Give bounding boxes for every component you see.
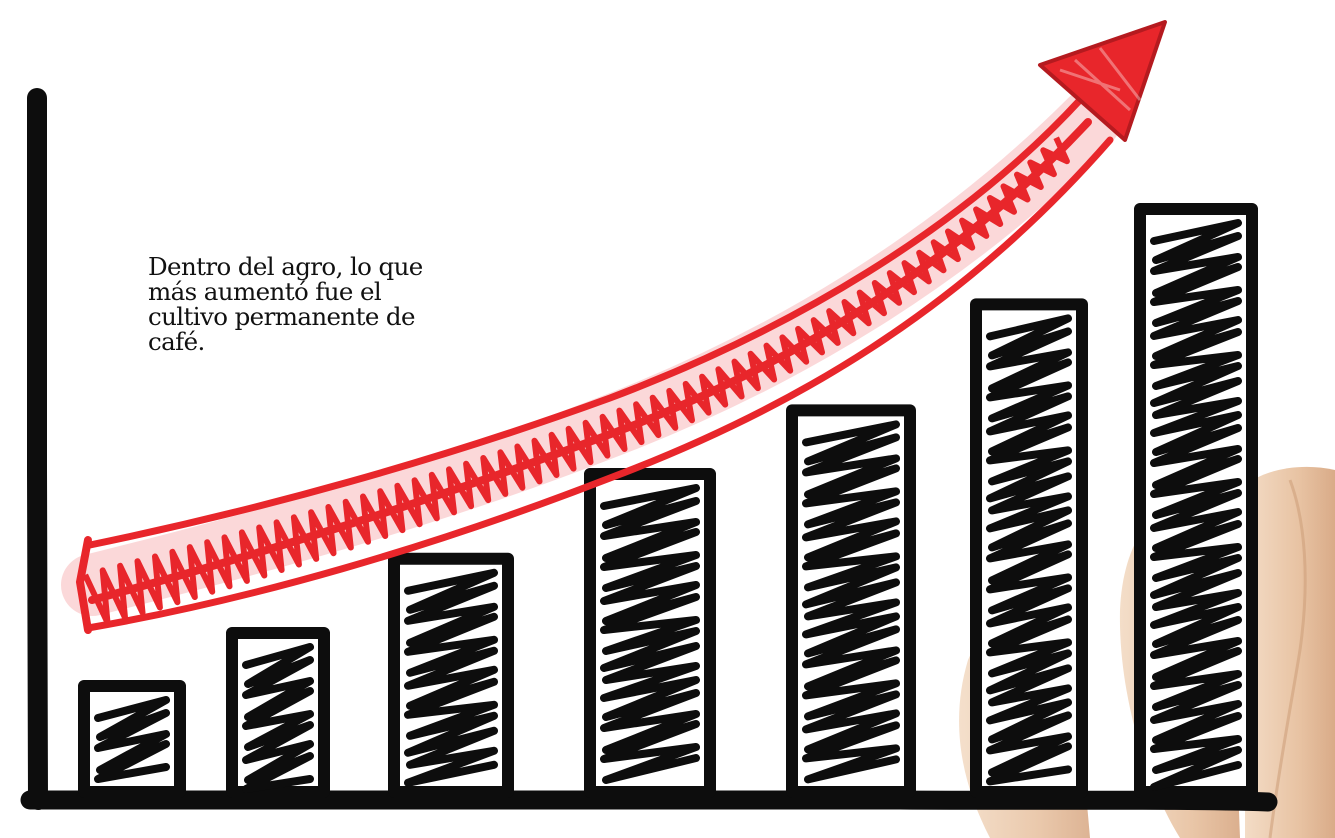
x-axis xyxy=(20,790,1278,812)
bar-scribble-7 xyxy=(1150,219,1242,791)
bar-scribble-4 xyxy=(600,484,700,784)
bar-scribble-1 xyxy=(94,696,170,783)
caption-text: Dentro del agro, lo que más aumentó fue … xyxy=(148,252,423,356)
bar-scribble-2 xyxy=(242,643,314,793)
trend-up-arrow-icon xyxy=(61,20,1167,634)
bar-scribble-3 xyxy=(404,568,498,787)
bars-group xyxy=(78,203,1258,798)
bar-scribble-6 xyxy=(986,314,1072,786)
y-axis xyxy=(26,88,48,810)
bar-scribble-5 xyxy=(802,420,900,784)
